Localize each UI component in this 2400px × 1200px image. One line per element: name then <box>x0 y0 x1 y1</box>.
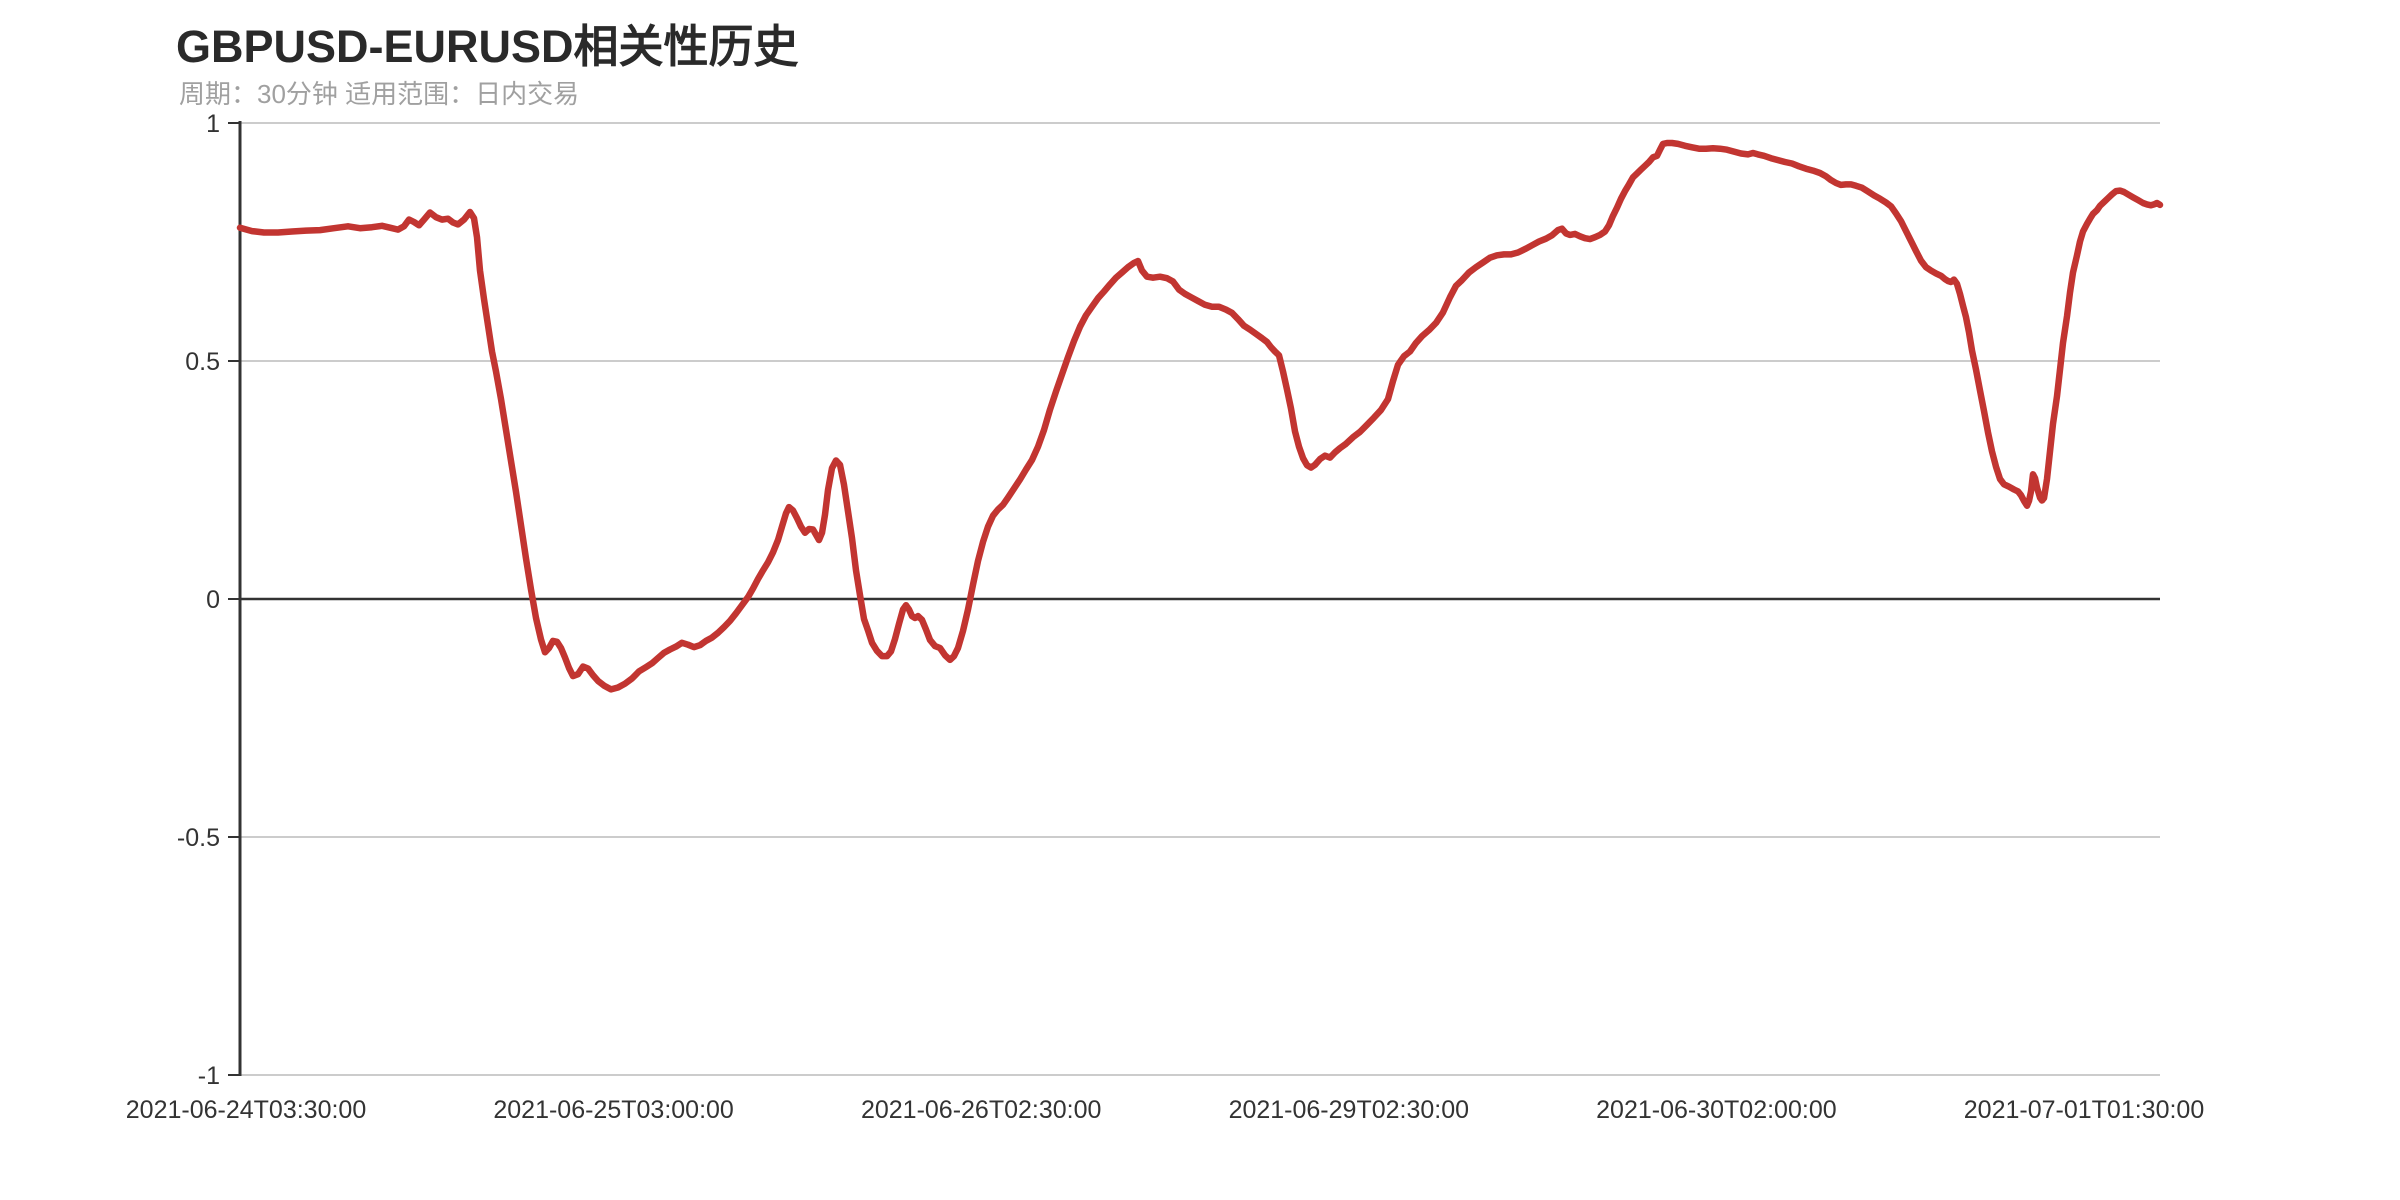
chart-title: GBPUSD-EURUSD相关性历史 <box>176 21 799 72</box>
chart-subtitle: 周期：30分钟 适用范围：日内交易 <box>179 79 580 109</box>
x-axis-tick-label: 2021-06-25T03:00:00 <box>493 1096 733 1124</box>
y-axis-tick-label: 1 <box>206 110 220 138</box>
x-axis-tick-label: 2021-06-24T03:30:00 <box>126 1096 366 1124</box>
x-axis-tick-label: 2021-07-01T01:30:00 <box>1964 1096 2204 1124</box>
correlation-series-line <box>236 139 2164 693</box>
y-axis-tick-label: 0.5 <box>185 348 220 376</box>
y-axis-tick-label: -1 <box>198 1062 220 1090</box>
x-axis-tick-label: 2021-06-29T02:30:00 <box>1229 1096 1469 1124</box>
x-axis-tick-label: 2021-06-26T02:30:00 <box>861 1096 1101 1124</box>
y-axis-tick-label: 0 <box>206 586 220 614</box>
x-axis-tick-label: 2021-06-30T02:00:00 <box>1596 1096 1836 1124</box>
y-axis-tick-label: -0.5 <box>177 824 220 852</box>
